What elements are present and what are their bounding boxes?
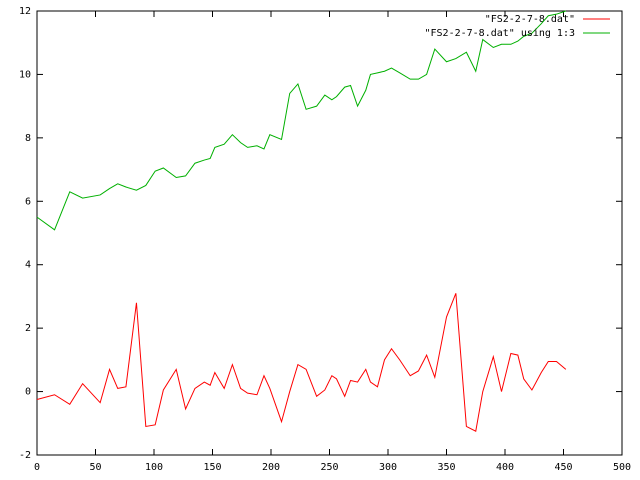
x-tick-label: 250: [320, 462, 338, 473]
y-tick-label: 0: [25, 387, 31, 398]
x-tick-label: 150: [203, 462, 221, 473]
x-tick-label: 350: [437, 462, 455, 473]
y-tick-label: 8: [25, 133, 31, 144]
y-tick-label: 12: [19, 6, 31, 17]
x-tick-label: 100: [145, 462, 163, 473]
y-tick-label: 4: [25, 260, 31, 271]
x-tick-label: 500: [613, 462, 631, 473]
y-tick-label: 6: [25, 196, 31, 207]
x-tick-label: 0: [34, 462, 40, 473]
x-tick-label: 200: [262, 462, 280, 473]
series-line: [36, 10, 567, 231]
x-tick-label: 300: [379, 462, 397, 473]
x-tick-label: 450: [554, 462, 572, 473]
y-tick-label: 10: [19, 69, 31, 80]
series-line: [36, 293, 567, 432]
y-tick-label: 2: [25, 323, 31, 334]
y-tick-label: -2: [19, 450, 31, 461]
x-tick-label: 50: [89, 462, 101, 473]
x-tick-label: 400: [496, 462, 514, 473]
legend-label: "FS2-2-7-8.dat": [485, 14, 575, 25]
plot-border: [36, 10, 623, 456]
legend-label: "FS2-2-7-8.dat" using 1:3: [424, 28, 575, 39]
